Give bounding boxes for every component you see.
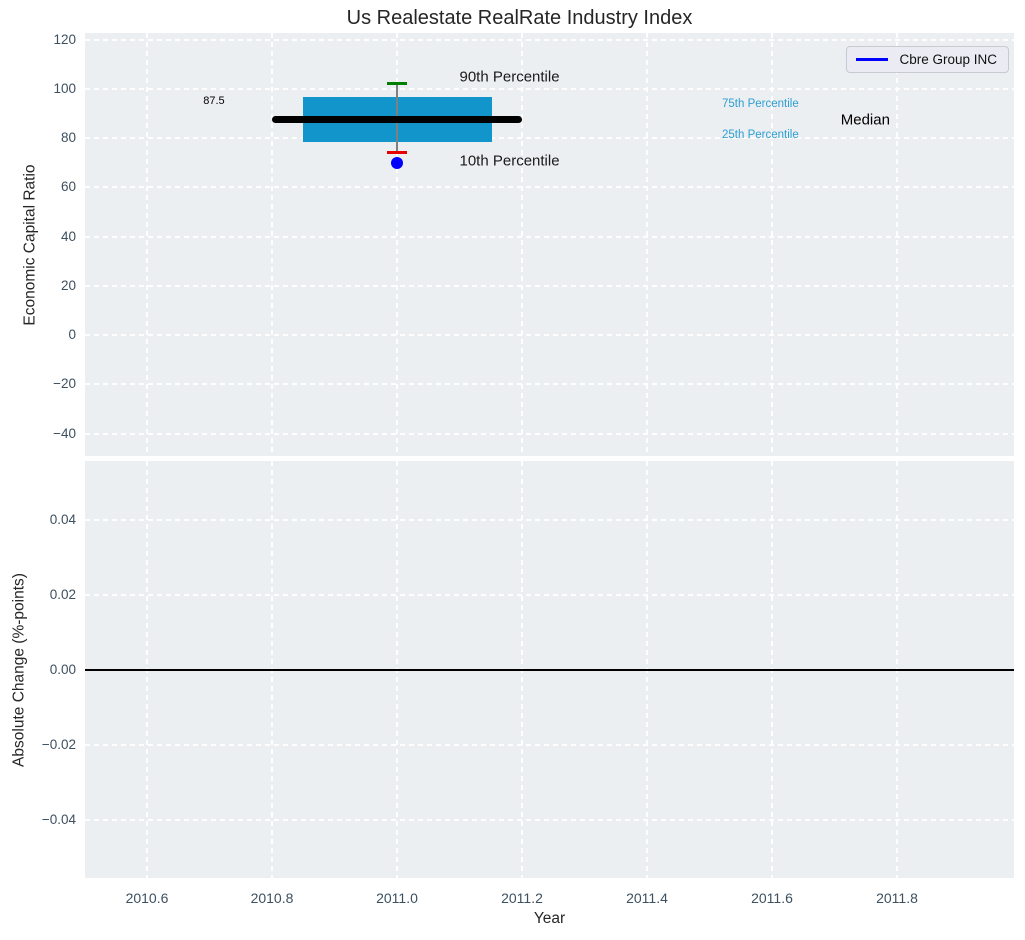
y-tick-label: 20: [60, 277, 76, 293]
chart-title: Us Realestate RealRate Industry Index: [346, 7, 693, 29]
gridline: [85, 593, 1014, 596]
y-tick-label: 0.04: [49, 511, 76, 527]
gridline: [85, 284, 1014, 287]
y-tick-label: −0.02: [41, 736, 76, 752]
annotation-90th-percentile: 90th Percentile: [459, 68, 560, 86]
y-tick-label: 0.00: [49, 661, 76, 677]
gridline: [85, 87, 1014, 90]
top-axes: 87.5 90th Percentile 10th Percentile 75t…: [85, 33, 1014, 456]
legend-label: Cbre Group INC: [899, 52, 997, 67]
top-y-axis-label: Economic Capital Ratio: [21, 164, 39, 326]
y-tick-label: 40: [60, 228, 76, 244]
y-tick-label: 120: [53, 31, 76, 47]
gridline: [771, 33, 773, 456]
gridline: [271, 33, 273, 456]
gridline: [85, 235, 1014, 238]
gridline: [85, 137, 1014, 140]
x-tick-label: 2011.6: [751, 890, 793, 906]
gridline: [396, 33, 398, 456]
annotation-75th-percentile: 75th Percentile: [722, 98, 799, 111]
bottom-axes: [85, 461, 1014, 878]
gridline: [85, 334, 1014, 337]
y-tick-label: −40: [53, 425, 76, 441]
annotation-10th-percentile: 10th Percentile: [459, 152, 560, 170]
y-tick-label: −0.04: [41, 811, 76, 827]
gridline: [521, 33, 523, 456]
gridline: [85, 818, 1014, 821]
y-tick-label: 0.02: [49, 586, 76, 602]
y-tick-label: 80: [60, 130, 76, 146]
legend-line-swatch: [856, 58, 889, 61]
gridline: [85, 186, 1014, 189]
y-tick-label: −20: [53, 376, 76, 392]
gridline: [85, 38, 1014, 41]
x-axis-label: Year: [533, 910, 566, 927]
legend: Cbre Group INC: [846, 46, 1009, 73]
y-tick-label: 60: [60, 179, 76, 195]
gridline: [85, 432, 1014, 435]
x-tick-label: 2010.8: [250, 890, 294, 906]
x-tick-label: 2011.2: [501, 890, 543, 906]
y-tick-label: 100: [53, 80, 76, 96]
p90-cap: [387, 82, 407, 86]
company-marker-dot: [391, 156, 403, 169]
annotation-median-label: Median: [840, 111, 890, 129]
zero-baseline: [85, 668, 1014, 671]
gridline: [85, 383, 1014, 386]
annotation-median-value: 87.5: [203, 95, 225, 108]
x-tick-label: 2011.0: [376, 890, 418, 906]
gridline: [146, 33, 148, 456]
x-tick-label: 2011.8: [876, 890, 918, 906]
gridline: [85, 518, 1014, 521]
annotation-25th-percentile: 25th Percentile: [722, 129, 799, 142]
gridline: [646, 33, 648, 456]
median-line: [272, 116, 522, 124]
x-tick-label: 2011.4: [626, 890, 668, 906]
y-tick-label: 0: [68, 327, 76, 343]
p10-cap: [387, 151, 407, 155]
gridline: [85, 743, 1014, 746]
x-tick-label: 2010.6: [125, 890, 169, 906]
gridline: [896, 33, 898, 456]
